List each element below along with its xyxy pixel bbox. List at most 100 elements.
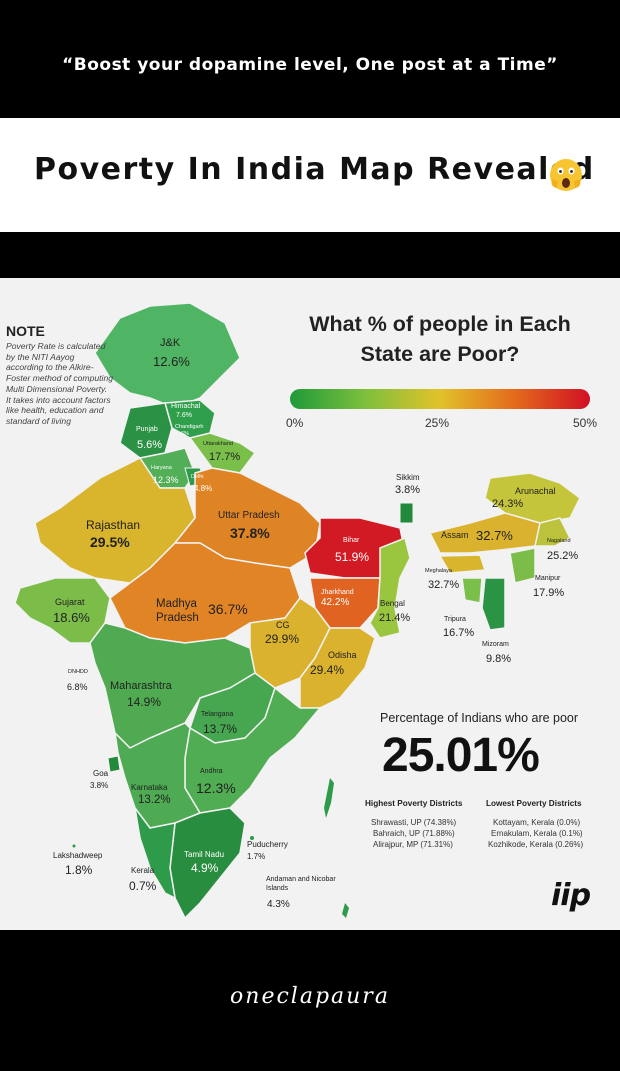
state-value: 36.7% bbox=[208, 601, 248, 617]
state-value: 32.7% bbox=[476, 528, 513, 543]
state-name: Kerala bbox=[131, 866, 155, 875]
lakshadweep-islands-shape bbox=[72, 844, 76, 848]
state-value-jk: 12.6% bbox=[153, 355, 190, 368]
state-value: 18.6% bbox=[53, 610, 90, 625]
state-value-odisha: 29.4% bbox=[310, 664, 344, 676]
state-label-jk: J&K bbox=[160, 338, 180, 349]
state-value-andhra: 12.3% bbox=[196, 781, 236, 795]
state-karnataka-shape bbox=[113, 722, 202, 829]
state-label-odisha: Odisha bbox=[328, 651, 357, 660]
lowest-district-row: Kottayam, Kerala (0.0%) bbox=[493, 818, 581, 827]
state-value-bihar: 51.9% bbox=[335, 551, 369, 563]
scale-min-label: 0% bbox=[286, 416, 304, 430]
state-label-andaman: Andaman and Nicobar Islands bbox=[266, 875, 336, 893]
state-label-maharashtra: Maharashtra bbox=[110, 681, 172, 692]
state-name: Haryana bbox=[151, 465, 172, 471]
state-value-tripura: 16.7% bbox=[443, 628, 474, 639]
state-value-meghalaya: 32.7% bbox=[428, 580, 459, 591]
state-name: Andhra bbox=[200, 768, 223, 775]
state-label-goa: Goa bbox=[93, 770, 108, 778]
state-label-karnataka: Karnataka bbox=[131, 784, 167, 792]
state-value: 5.6% bbox=[137, 439, 163, 451]
state-value-sikkim: 3.8% bbox=[395, 485, 420, 496]
state-value-rajasthan: 29.5% bbox=[90, 535, 130, 549]
india-map bbox=[14, 302, 581, 920]
highest-district-row: Bahraich, UP (71.88%) bbox=[373, 829, 455, 838]
state-name: Andaman and Nicobar Islands bbox=[266, 876, 336, 892]
state-value-gujarat: 18.6% bbox=[53, 611, 90, 624]
state-jk-shape bbox=[94, 302, 241, 409]
state-name: Karnataka bbox=[131, 783, 168, 792]
state-value: 24.3% bbox=[492, 498, 524, 510]
state-value: 42.2% bbox=[321, 597, 350, 608]
state-name: Assam bbox=[441, 530, 469, 540]
state-value-assam: 32.7% bbox=[476, 529, 513, 542]
state-label-chandigarh: Chandigarh bbox=[175, 424, 203, 431]
state-name: Meghalaya bbox=[425, 568, 452, 574]
state-label-tripura: Tripura bbox=[444, 616, 466, 623]
state-name: Telangana bbox=[201, 711, 234, 718]
state-value: 4.8% bbox=[194, 484, 213, 493]
state-value-karnataka: 13.2% bbox=[138, 794, 171, 807]
state-value-maharashtra: 14.9% bbox=[127, 696, 161, 708]
state-label-jharkhand: Jharkhand bbox=[321, 589, 354, 596]
state-value-bengal: 21.4% bbox=[379, 613, 410, 624]
state-label-punjab: Punjab bbox=[136, 426, 158, 433]
state-name: Delhi bbox=[191, 474, 204, 480]
state-value: 6% bbox=[181, 431, 189, 437]
state-label-gujarat: Gujarat bbox=[55, 598, 85, 607]
state-label-manipur: Manipur bbox=[535, 575, 560, 582]
scale-mid-label: 25% bbox=[425, 416, 450, 430]
state-name: Bihar bbox=[343, 537, 360, 544]
state-value: 17.9% bbox=[533, 587, 565, 599]
state-value-manipur: 17.9% bbox=[533, 588, 564, 599]
page-title: Poverty In India Map Revealed bbox=[34, 152, 595, 187]
state-value: 3.8% bbox=[90, 781, 109, 790]
state-value: 4.9% bbox=[191, 861, 219, 875]
state-value-uttarakhand: 17.7% bbox=[209, 452, 240, 463]
bottom-band bbox=[0, 930, 620, 1071]
puducherry-shape bbox=[250, 836, 254, 840]
state-meghalaya-shape bbox=[438, 554, 487, 574]
state-value-puducherry: 1.7% bbox=[247, 853, 265, 861]
state-nagaland-shape bbox=[534, 517, 571, 547]
state-value-jharkhand: 42.2% bbox=[321, 598, 349, 608]
state-label-mizoram: Mizoram bbox=[482, 641, 509, 648]
state-name: Goa bbox=[93, 769, 109, 778]
lowest-districts-title: Lowest Poverty Districts bbox=[486, 799, 582, 808]
state-name: Odisha bbox=[328, 650, 357, 660]
note-title: NOTE bbox=[6, 323, 45, 339]
state-name: Manipur bbox=[535, 575, 561, 582]
state-name: Maharashtra bbox=[110, 680, 172, 692]
state-label-rajasthan: Rajasthan bbox=[86, 519, 140, 531]
state-value: 1.7% bbox=[247, 852, 266, 861]
highest-districts-title: Highest Poverty Districts bbox=[365, 799, 463, 808]
infographic-headline: What % of people in Each State are Poor? bbox=[280, 309, 600, 369]
state-label-tamilnadu: Tamil Nadu bbox=[184, 851, 224, 859]
state-bengal-shape bbox=[369, 536, 411, 639]
watermark-signature: oneclapaura bbox=[230, 984, 390, 1009]
state-value: 13.7% bbox=[203, 722, 238, 736]
state-label-dnhdd: DNHDD bbox=[68, 669, 88, 676]
state-value: 17.7% bbox=[209, 451, 241, 463]
state-name: Tamil Nadu bbox=[184, 850, 225, 859]
state-name: Mizoram bbox=[482, 641, 509, 648]
state-name: Gujarat bbox=[55, 597, 85, 607]
state-value: 21.4% bbox=[379, 612, 411, 624]
state-name: Punjab bbox=[136, 426, 158, 433]
state-value-up: 37.8% bbox=[230, 526, 270, 540]
state-value-mp: 36.7% bbox=[208, 602, 248, 616]
state-value-chandigarh: 6% bbox=[181, 431, 189, 438]
state-goa-shape bbox=[107, 755, 121, 773]
divider-band bbox=[0, 232, 620, 278]
state-label-haryana: Haryana bbox=[151, 465, 172, 472]
state-name: Madhya Pradesh bbox=[156, 598, 199, 624]
state-value-mizoram: 9.8% bbox=[486, 654, 511, 665]
state-value-haryana: 12.3% bbox=[153, 476, 179, 485]
note-body: Poverty Rate is calculated by the NITI A… bbox=[6, 341, 113, 426]
state-label-lakshadweep: Lakshadweep bbox=[53, 852, 102, 860]
state-label-sikkim: Sikkim bbox=[396, 474, 420, 482]
state-label-nagaland: Nagaland bbox=[547, 538, 571, 545]
state-name: Sikkim bbox=[396, 473, 420, 482]
state-label-cg: CG bbox=[276, 621, 290, 630]
